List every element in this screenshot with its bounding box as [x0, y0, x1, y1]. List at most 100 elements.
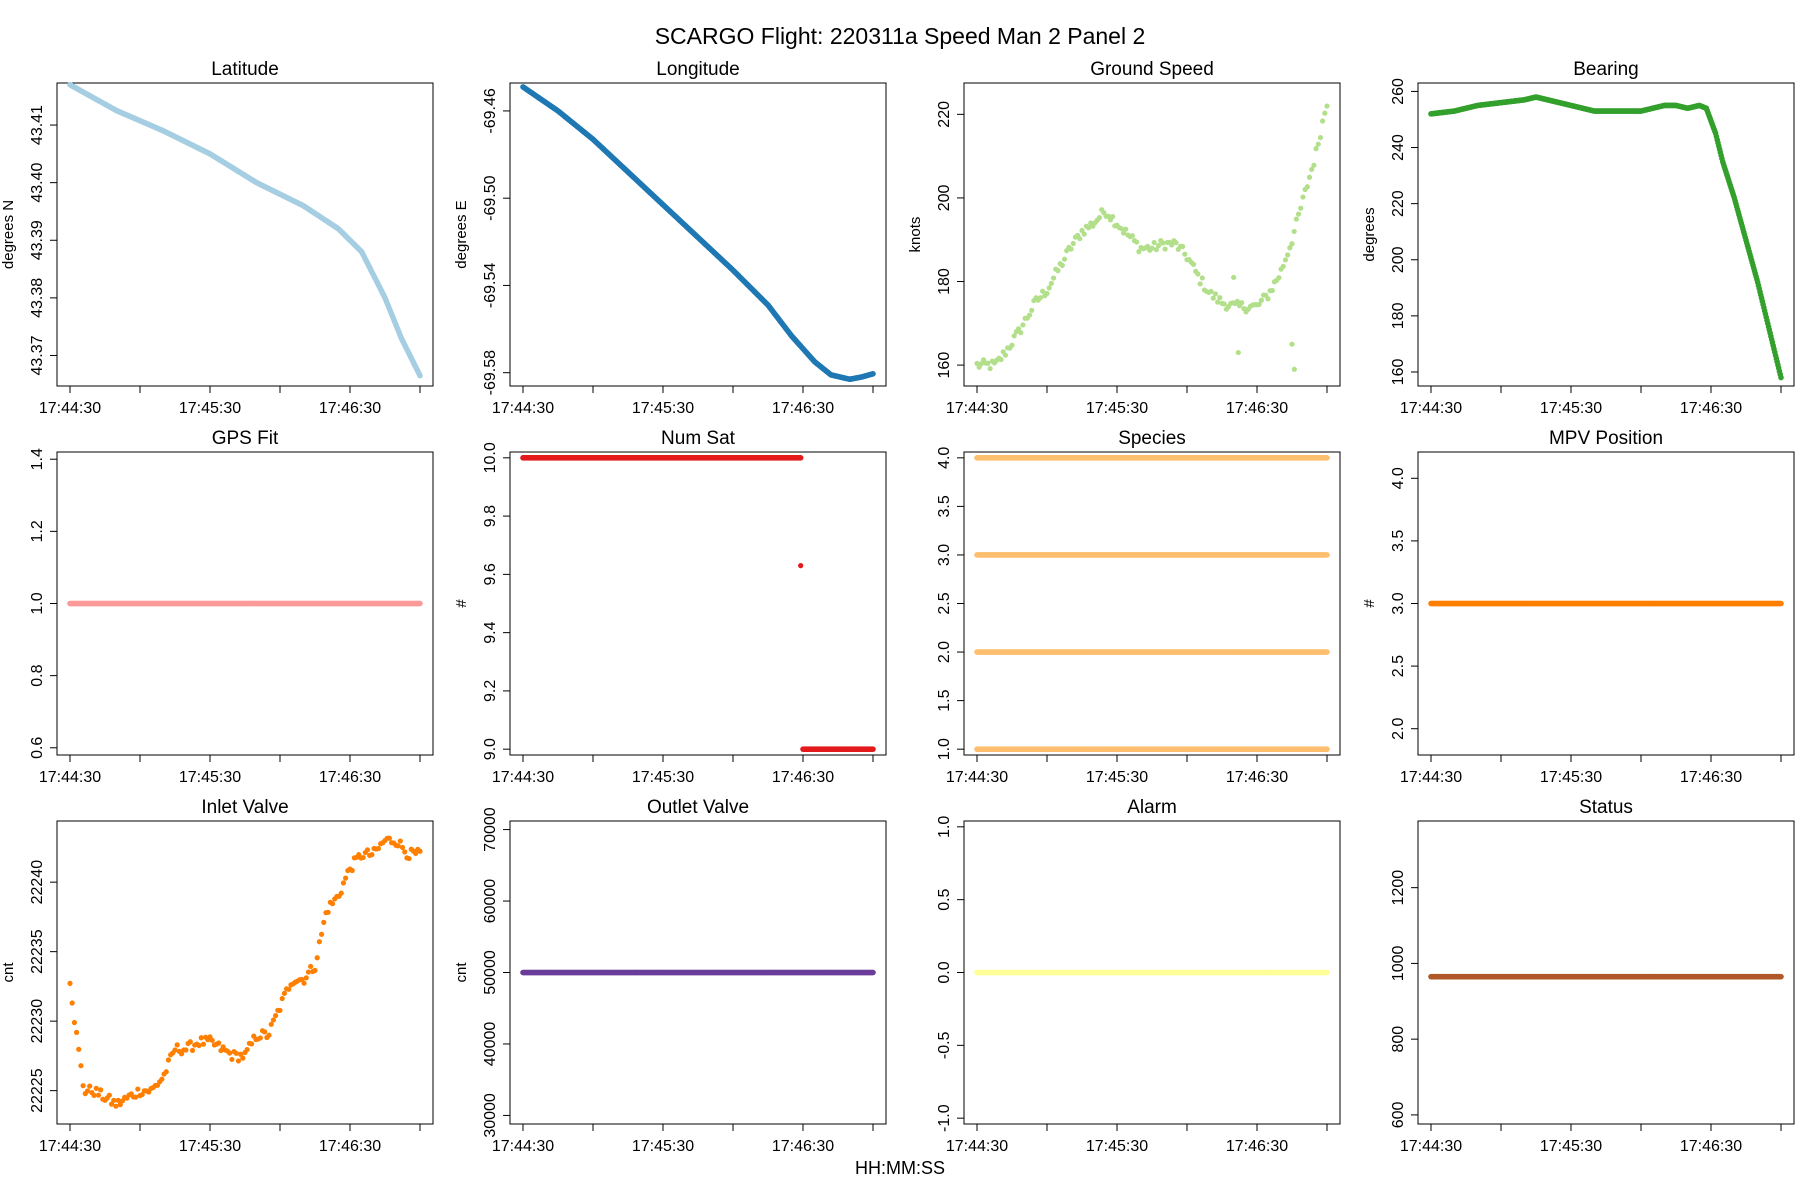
- x-tick-label: 17:45:30: [1540, 400, 1602, 417]
- data-point: [95, 1092, 102, 1098]
- data-point: [987, 365, 993, 372]
- data-point: [216, 1040, 222, 1046]
- x-tick-label: 17:45:30: [179, 769, 241, 786]
- data-point: [1162, 246, 1168, 252]
- data-point: [1044, 290, 1050, 297]
- data-point-outlier: [1235, 349, 1241, 356]
- y-tick-label: 3.5: [1390, 530, 1407, 552]
- y-tick-label: 160: [1390, 359, 1407, 386]
- data-point: [80, 1083, 86, 1089]
- y-tick-label: 180: [936, 268, 953, 295]
- series-longitude: [520, 84, 876, 383]
- x-tick-label: 17:45:30: [1540, 769, 1602, 786]
- data-point: [159, 1076, 165, 1082]
- y-tick-label: 1.0: [936, 738, 953, 760]
- series-latitude: [67, 81, 423, 379]
- data-point: [174, 1042, 180, 1048]
- data-point: [1313, 146, 1319, 152]
- data-point: [1306, 174, 1313, 180]
- plot-frame: [963, 451, 1341, 756]
- x-tick-label: 17:44:30: [946, 400, 1008, 417]
- x-tick-label: 17:44:30: [492, 769, 554, 786]
- data-point: [1280, 263, 1286, 269]
- data-point: [797, 455, 804, 461]
- data-point: [417, 372, 423, 379]
- data-point: [1256, 301, 1262, 307]
- panel-title: Species: [1118, 428, 1186, 449]
- data-point: [1221, 301, 1227, 307]
- data-point: [76, 1046, 82, 1052]
- plot-frame: [1417, 82, 1795, 387]
- data-point: [1199, 275, 1205, 281]
- data-point: [244, 1046, 250, 1053]
- data-point: [1317, 134, 1324, 141]
- data-point: [1068, 246, 1074, 252]
- panel-title: MPV Position: [1549, 428, 1663, 449]
- x-tick-label: 17:44:30: [946, 769, 1008, 786]
- y-tick-label: 3.0: [1390, 592, 1407, 614]
- y-tick-label: 2.5: [1390, 655, 1407, 677]
- y-tick-label: 0.8: [29, 664, 46, 686]
- y-tick-label: 1.0: [29, 592, 46, 614]
- y-axis-label: degrees E: [453, 200, 470, 268]
- data-point: [1145, 243, 1151, 249]
- data-point: [1239, 300, 1245, 306]
- y-tick-label: 260: [1390, 78, 1407, 105]
- y-tick-label: 3.5: [936, 495, 953, 517]
- data-point: [1026, 312, 1033, 318]
- y-tick-label: 1.4: [29, 448, 46, 470]
- x-tick-label: 17:45:30: [1086, 400, 1148, 417]
- x-tick-label: 17:45:30: [632, 400, 694, 417]
- data-point: [1015, 326, 1022, 332]
- panel-title: Bearing: [1573, 59, 1639, 80]
- panel-title: Inlet Valve: [201, 797, 288, 818]
- x-tick-label: 17:46:30: [1226, 769, 1288, 786]
- panel-title: Latitude: [211, 59, 279, 80]
- data-point: [1018, 330, 1024, 336]
- data-point: [870, 746, 876, 752]
- data-point: [286, 986, 292, 992]
- data-point: [1291, 228, 1297, 235]
- data-point: [1096, 215, 1103, 221]
- y-tick-label: 22225: [29, 1068, 46, 1113]
- data-point: [1300, 194, 1306, 200]
- data-point: [248, 1041, 255, 1047]
- data-point: [277, 1007, 283, 1014]
- data-point: [1285, 252, 1291, 258]
- data-point: [1169, 242, 1175, 248]
- y-tick-label: -69.50: [482, 175, 499, 220]
- data-point: [1324, 103, 1330, 109]
- data-point: [1110, 213, 1116, 220]
- panel-title: Ground Speed: [1090, 59, 1214, 80]
- data-point: [1295, 211, 1302, 217]
- y-tick-label: 3.0: [936, 544, 953, 566]
- plot-frame: [56, 820, 434, 1125]
- data-point: [1298, 205, 1304, 211]
- y-tick-label: 220: [936, 101, 953, 128]
- plot-frame: [509, 451, 887, 756]
- data-point: [1081, 231, 1087, 237]
- y-tick-label: -69.54: [482, 263, 499, 308]
- data-point: [1324, 455, 1330, 461]
- y-tick-label: 43.38: [29, 278, 46, 318]
- y-axis-label: degrees: [1361, 207, 1378, 261]
- panel-title: GPS Fit: [212, 428, 279, 449]
- data-point: [69, 1000, 75, 1006]
- y-tick-label: 180: [1390, 302, 1407, 329]
- plot-frame: [963, 82, 1341, 387]
- y-tick-label: -69.46: [482, 88, 499, 133]
- data-point: [1778, 600, 1784, 607]
- data-point: [1048, 280, 1054, 286]
- y-tick-label: 9.6: [482, 563, 499, 585]
- y-tick-label: 10.0: [482, 442, 499, 473]
- series-num-sat-b: [800, 746, 876, 752]
- panel-title: Num Sat: [661, 428, 736, 449]
- data-point: [1123, 226, 1129, 232]
- data-point: [1195, 271, 1201, 277]
- data-point: [1180, 243, 1186, 250]
- data-point: [273, 1012, 279, 1019]
- x-tick-label: 17:46:30: [772, 769, 834, 786]
